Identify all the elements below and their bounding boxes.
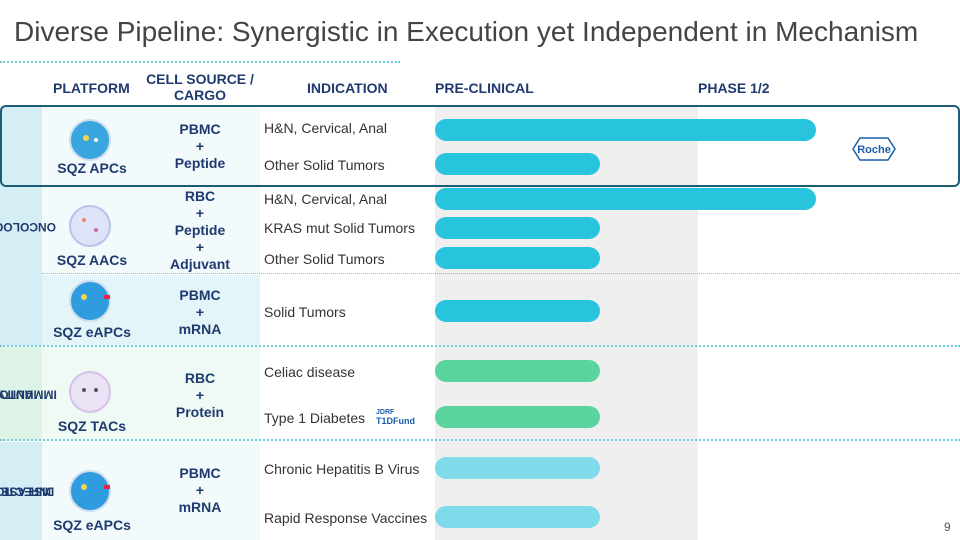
indication: Other Solid Tumors [264,251,385,267]
label-line: ONCOLOGY [0,219,57,234]
cargo-line: + [195,304,205,320]
title-rule [0,61,400,63]
page-number: 9 [944,520,951,534]
cargo-line: + [195,205,205,221]
progress-bar [435,300,600,322]
progress-bar [435,247,600,269]
cargo-line: RBC [184,188,216,204]
section: INFECTIOUSDISEASE [0,442,54,540]
cargo-line: Adjuvant [170,256,230,272]
cargo-line: mRNA [178,321,222,337]
section-label: ONCOLOGY [0,191,56,261]
indication: Type 1 Diabetes [264,410,366,426]
partner-name: T1DFund [376,416,415,426]
header-preclinical: PRE-CLINICAL [435,80,534,96]
section-band [0,347,42,441]
title: Diverse Pipeline: Synergistic in Executi… [14,16,919,47]
platform-icon [69,205,111,247]
indication: KRAS mut Solid Tumors [264,220,415,236]
cargo-line: mRNA [178,499,222,515]
header-platform: PLATFORM [53,80,130,96]
cargo-line: + [195,239,205,255]
platform-name: SQZ eAPCs [53,324,131,340]
indication: Solid Tumors [264,304,346,320]
cargo-line: PBMC [179,465,221,481]
divider [0,345,960,347]
progress-bar [435,153,600,175]
platform-icon [69,119,111,161]
indication: H&N, Cervical, Anal [264,120,387,136]
partner-name: JDRF [376,409,395,416]
platform-icon [69,470,111,512]
label-line: IMMUNITY [0,387,58,402]
divider [42,273,960,274]
divider [0,439,960,441]
header-phase: PHASE 1/2 [698,80,770,96]
section-band [0,442,42,540]
indication: Celiac disease [264,364,356,380]
cargo-line: RBC [184,370,216,386]
cargo-line: PBMC [179,287,221,303]
section-label: AUTO-IMMUNITY [0,364,57,423]
cargo-line: + [195,482,205,498]
cargo-line: + [195,138,205,154]
progress-bar [435,217,600,239]
indication: Chronic Hepatitis B Virus [264,461,420,477]
indication: Other Solid Tumors [264,157,385,173]
platform-name: SQZ AACs [56,252,128,268]
cargo-line: Peptide [174,222,226,238]
cargo-line: Protein [175,404,225,420]
progress-bar [435,506,600,528]
partner-name: Roche [857,144,891,156]
progress-bar [435,457,600,479]
section-band [0,106,42,346]
indication: H&N, Cervical, Anal [264,191,387,207]
header-indication: INDICATION [307,80,388,96]
progress-bar [435,406,600,428]
cargo: PBMC + mRNA [143,465,257,516]
cargo: RBC + Peptide + Adjuvant [143,188,257,273]
indication: Rapid Response Vaccines [264,510,428,526]
section-label: INFECTIOUSDISEASE [0,455,54,528]
partner-logo: JDRF T1DFund [376,409,415,426]
platform-name: SQZ TACs [57,418,127,434]
label-line: DISEASE [1,484,54,499]
highlight-box [0,105,960,187]
cargo: RBC + Protein [143,370,257,421]
platform-icon [69,371,111,413]
progress-bar [435,188,816,210]
cargo-line: Peptide [174,155,226,171]
progress-bar [435,119,816,141]
cargo: PBMC + mRNA [143,287,257,338]
cargo-line: PBMC [179,121,221,137]
partner-logo: Roche [852,137,896,161]
progress-bar [435,360,600,382]
cargo-line: + [195,387,205,403]
platform-name: SQZ eAPCs [53,517,131,533]
cargo: PBMC + Peptide [143,121,257,172]
platform-name: SQZ APCs [57,160,127,176]
platform-icon [69,280,111,322]
section: AUTO-IMMUNITY [0,347,57,441]
header-cell-source: CELL SOURCE / CARGO [146,71,254,103]
